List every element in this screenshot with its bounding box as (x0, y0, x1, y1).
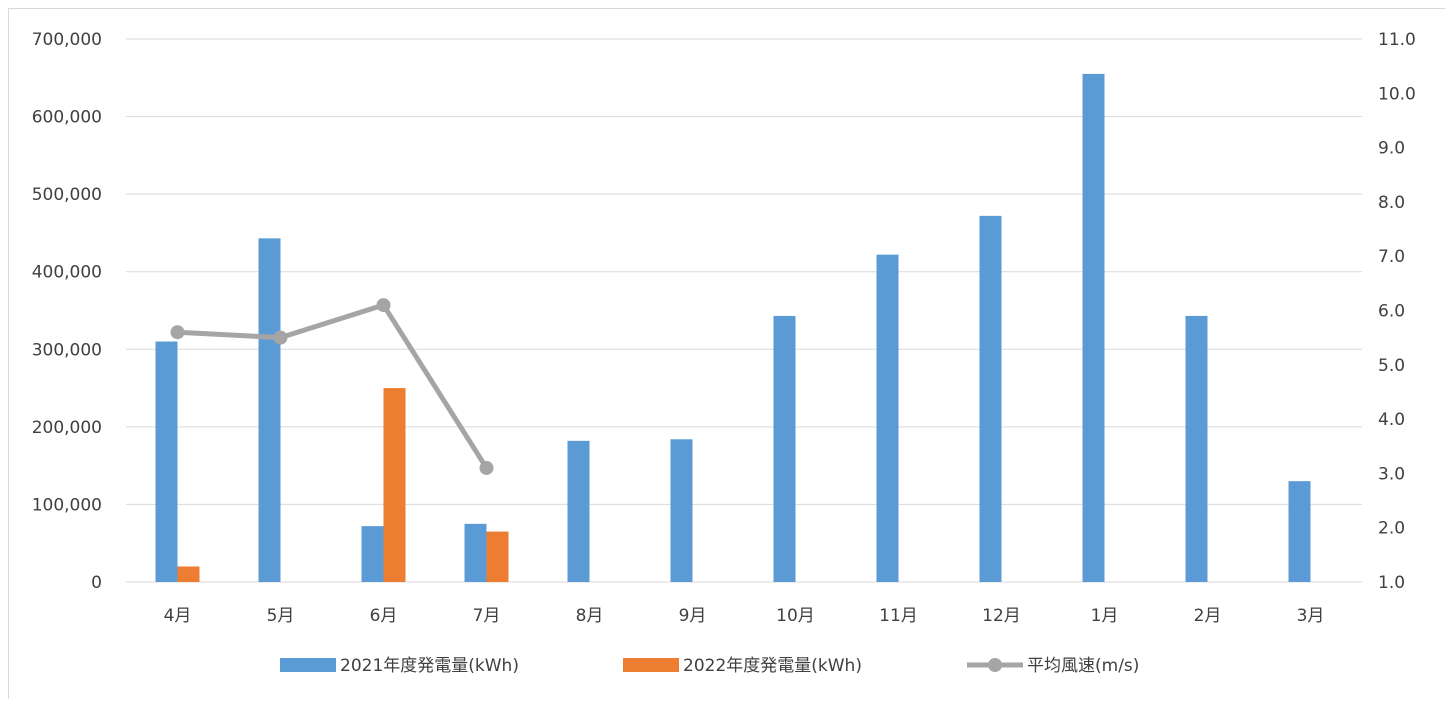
bar-2021 (258, 238, 281, 582)
x-axis-tick-label: 11月 (879, 606, 918, 626)
right-axis-tick-label: 11.0 (1378, 30, 1416, 50)
x-axis-tick-label: 12月 (982, 606, 1021, 626)
right-axis-tick-label: 9.0 (1378, 139, 1405, 159)
x-axis-tick-label: 10月 (776, 606, 815, 626)
left-axis-tick-label: 600,000 (32, 108, 102, 128)
left-axis-tick-label: 200,000 (32, 418, 102, 438)
wind-speed-line (170, 298, 494, 475)
right-axis-tick-label: 8.0 (1378, 193, 1405, 213)
right-axis-tick-label: 6.0 (1378, 302, 1405, 322)
legend-label: 2021年度発電量(kWh) (340, 656, 519, 676)
left-axis-tick-label: 500,000 (32, 185, 102, 205)
bar-2021 (1288, 481, 1311, 582)
x-axis-tick-label: 8月 (576, 606, 604, 626)
left-axis: 0 100,000 200,000 300,000 400,000 500,000 600,… (32, 30, 102, 593)
bar-2021 (979, 215, 1002, 582)
legend-swatch-marker (988, 658, 1002, 672)
right-axis-tick-label: 2.0 (1378, 519, 1405, 539)
x-axis-tick-label: 2月 (1194, 606, 1222, 626)
bars (155, 73, 1311, 583)
bar-2021 (1082, 73, 1105, 583)
bar-2022 (486, 531, 509, 582)
x-axis: 4月 5月 6月 7月 8月 9月 10月 11月 12月 1月 2月 3月 (164, 606, 1325, 626)
left-axis-tick-label: 100,000 (32, 495, 102, 515)
left-axis-tick-label: 700,000 (32, 30, 102, 50)
wind-speed-point (376, 298, 391, 313)
bar-2021 (464, 523, 487, 582)
bar-2022 (177, 566, 200, 582)
right-axis-tick-label: 10.0 (1378, 84, 1416, 104)
right-axis-tick-label: 3.0 (1378, 464, 1405, 484)
x-axis-tick-label: 5月 (267, 606, 295, 626)
wind-speed-point (479, 460, 494, 475)
bar-2021 (1185, 315, 1208, 582)
legend-swatch (623, 658, 679, 672)
x-axis-tick-label: 3月 (1297, 606, 1325, 626)
wind-speed-point (273, 330, 288, 345)
x-axis-tick-label: 6月 (370, 606, 398, 626)
legend-swatch (280, 658, 336, 672)
gridlines (126, 38, 1362, 583)
bar-2021 (876, 254, 899, 583)
bar-2021 (670, 439, 693, 582)
legend: 2021年度発電量(kWh) 2022年度発電量(kWh) 平均風速(m/s) (280, 656, 1139, 676)
bar-2021 (567, 440, 590, 582)
bar-2021 (361, 526, 384, 582)
left-axis-tick-label: 0 (91, 573, 102, 593)
legend-label: 平均風速(m/s) (1027, 656, 1139, 676)
left-axis-tick-label: 300,000 (32, 340, 102, 360)
x-axis-tick-label: 4月 (164, 606, 192, 626)
right-axis-tick-label: 5.0 (1378, 356, 1405, 376)
bar-2022 (383, 388, 406, 582)
bar-2021 (155, 341, 178, 582)
x-axis-tick-label: 7月 (473, 606, 501, 626)
wind-speed-line-path (175, 302, 489, 471)
x-axis-tick-label: 9月 (679, 606, 707, 626)
right-axis-tick-label: 4.0 (1378, 410, 1405, 430)
x-axis-tick-label: 1月 (1091, 606, 1119, 626)
legend-label: 2022年度発電量(kWh) (683, 656, 862, 676)
wind-speed-point (170, 325, 185, 340)
right-axis-tick-label: 7.0 (1378, 247, 1405, 267)
left-axis-tick-label: 400,000 (32, 263, 102, 283)
right-axis: 1.0 2.0 3.0 4.0 5.0 6.0 7.0 8.0 9.0 10.0 11.0 (1378, 30, 1416, 593)
right-axis-tick-label: 1.0 (1378, 573, 1405, 593)
bar-2021 (773, 315, 796, 582)
